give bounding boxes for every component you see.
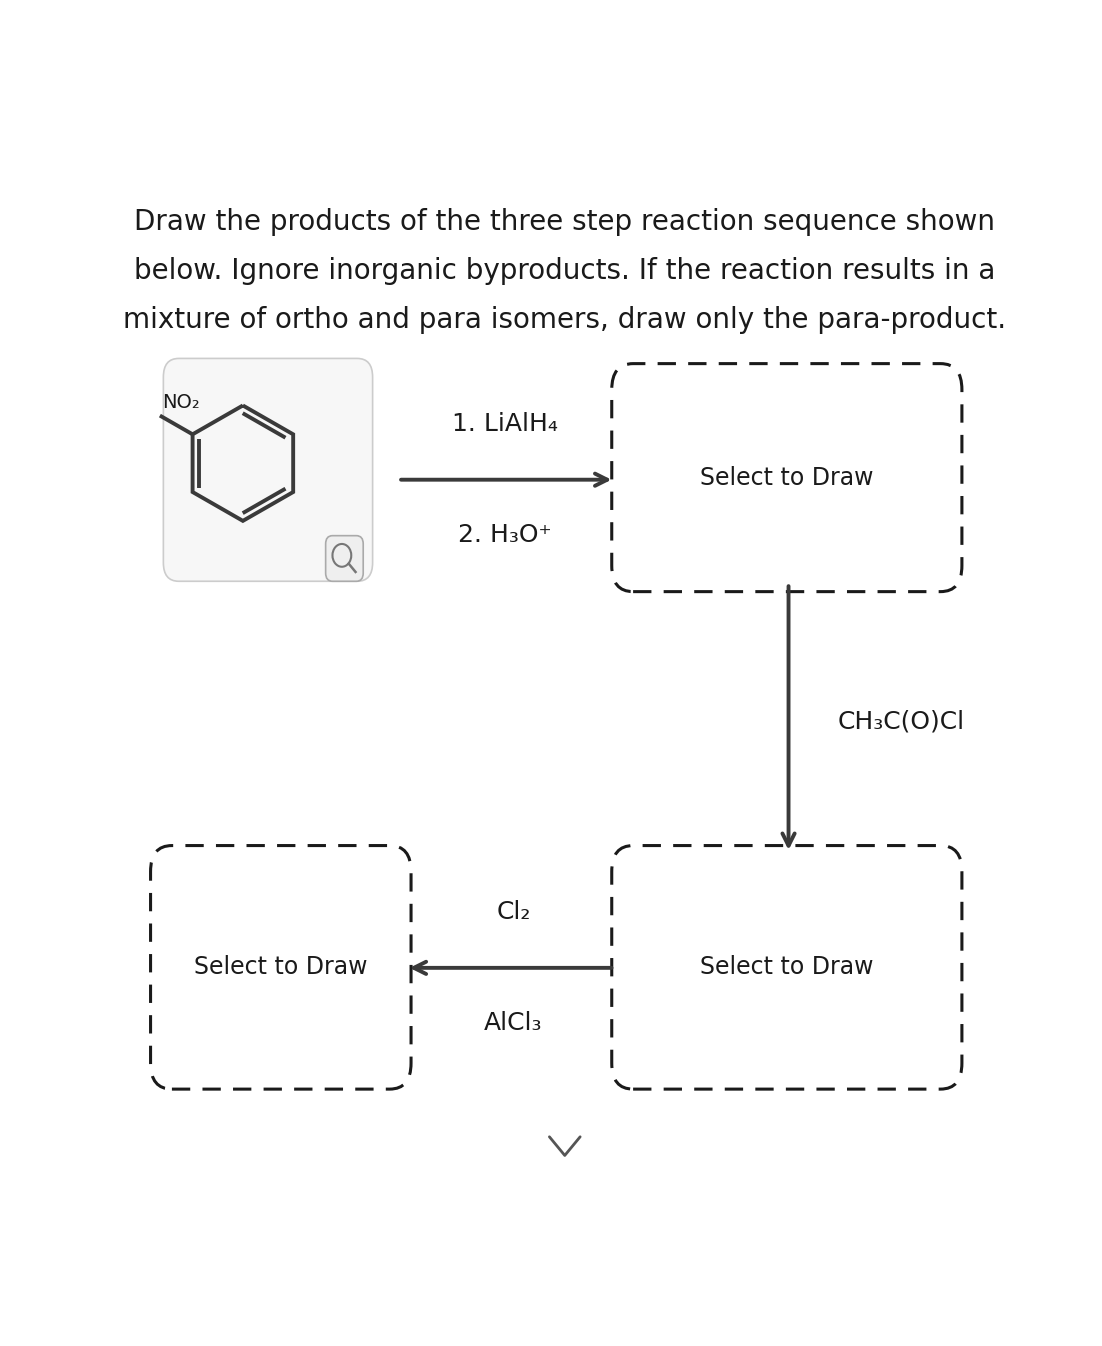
FancyBboxPatch shape [163, 358, 372, 581]
FancyBboxPatch shape [612, 363, 962, 592]
Text: CH₃C(O)Cl: CH₃C(O)Cl [838, 709, 965, 734]
FancyBboxPatch shape [326, 536, 364, 581]
Text: Select to Draw: Select to Draw [194, 956, 368, 980]
Text: 1. LiAlH₄: 1. LiAlH₄ [452, 412, 558, 436]
Text: Draw the products of the three step reaction sequence shown: Draw the products of the three step reac… [134, 209, 995, 236]
Text: mixture of ortho and para isomers, draw only the para-product.: mixture of ortho and para isomers, draw … [123, 306, 1006, 334]
Text: 2. H₃O⁺: 2. H₃O⁺ [458, 524, 552, 548]
Text: below. Ignore inorganic byproducts. If the reaction results in a: below. Ignore inorganic byproducts. If t… [134, 257, 995, 285]
FancyBboxPatch shape [612, 845, 962, 1089]
Text: Select to Draw: Select to Draw [700, 956, 874, 980]
FancyBboxPatch shape [151, 845, 411, 1089]
Text: NO₂: NO₂ [162, 393, 201, 412]
Text: Select to Draw: Select to Draw [700, 466, 874, 490]
Text: Cl₂: Cl₂ [496, 900, 531, 925]
Circle shape [333, 544, 352, 567]
Text: AlCl₃: AlCl₃ [484, 1011, 543, 1035]
